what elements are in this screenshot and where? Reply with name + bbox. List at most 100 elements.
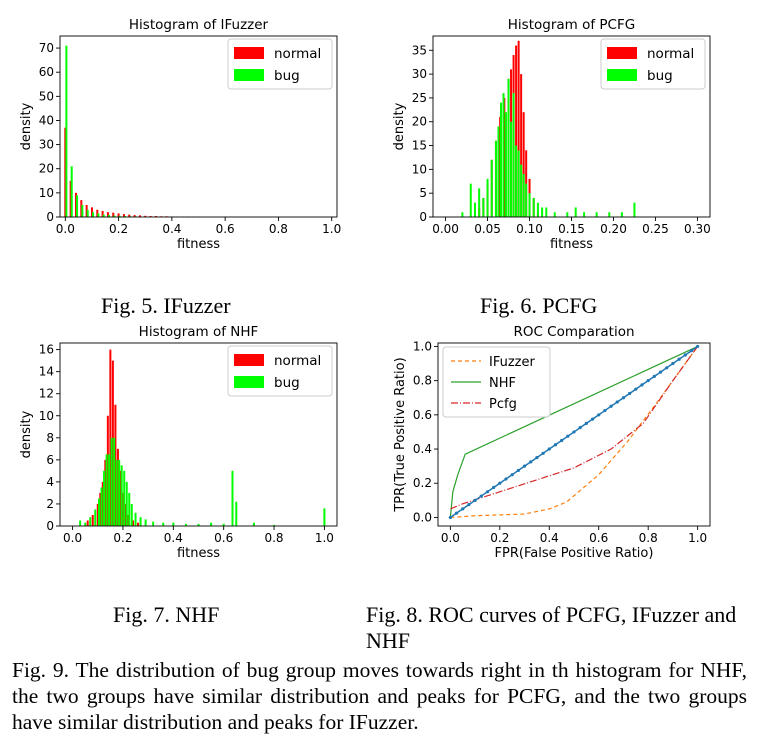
point [566,434,570,438]
point [572,430,576,434]
bar [478,188,481,217]
bar [505,112,508,217]
x-axis-label: fitness [177,237,220,252]
bar [583,212,586,217]
bar [522,112,525,217]
bar [482,197,485,217]
bar [137,522,140,526]
series-bug [461,78,636,217]
bar [118,215,121,217]
bar [120,465,123,526]
y-tick-label: 4 [46,475,54,489]
chart-title: Histogram of PCFG [508,17,635,33]
bar [96,503,99,526]
legend-swatch [234,354,264,366]
bar [469,183,472,217]
bar [512,93,515,217]
y-tick-label: 30 [412,67,427,81]
x-tick-label: 1.0 [688,531,707,545]
bar [110,437,113,526]
bar [113,215,116,217]
bar [101,481,104,526]
bar [532,197,535,217]
point [485,490,490,494]
bar [172,522,175,526]
bar [100,487,103,526]
y-axis-label: density [19,410,34,458]
x-tick-label: 0.15 [558,222,585,236]
bar [89,517,92,526]
bar [502,93,505,217]
bar [520,164,523,217]
bar [235,501,238,526]
bar [517,150,520,217]
x-tick-label: 1.0 [322,222,341,236]
x-tick-label: 0.0 [441,531,460,545]
bar [76,195,79,217]
legend-swatch [234,69,264,81]
bar [184,523,187,526]
bar [144,215,147,217]
bar [111,360,114,526]
bar [104,459,107,526]
legend-swatch [607,47,637,59]
bar [152,521,155,526]
bar [633,202,636,217]
y-tick-label: 5 [419,186,427,200]
x-tick-label: 0.4 [162,222,181,236]
plot-frame [59,342,338,527]
point [683,353,687,357]
legend-box [442,346,551,418]
bar [507,78,510,217]
point [597,413,601,417]
point [535,455,539,460]
bar [231,470,234,526]
bar [515,45,518,217]
point [473,498,477,502]
bar [86,209,89,217]
bar [566,212,569,217]
bar [125,481,128,526]
y-tick-label: 30 [39,138,54,152]
point [615,400,619,404]
bar [210,522,213,526]
bar [80,200,83,217]
x-tick-label: 0.6 [216,222,235,236]
y-tick-label: 35 [412,43,427,57]
chart-nhf: Histogram of NHF 0.0 0.2 0.4 0.6 0.8 1.0 0 2 4 6 8 1… [19,324,338,561]
x-tick-label: 0.25 [642,222,669,236]
legend: IFuzzer NHF Pcfg [442,346,551,418]
y-tick-label: 40 [39,113,54,127]
point [547,447,551,451]
bar [517,40,520,218]
point [621,396,626,400]
point [492,485,496,490]
series-normal [64,127,200,218]
point [522,464,527,468]
legend-label: IFuzzer [489,355,535,370]
point [628,391,632,396]
bar [520,74,523,218]
x-tick-label: 0.4 [164,531,183,545]
legend-label: Pcfg [489,397,517,412]
bar [108,215,111,217]
bar [499,102,502,217]
point [603,408,607,413]
chart-ifuzzer: Histogram of IFuzzer 0.0 0.2 0.4 0.6 0.8 1.0 0 1… [19,17,341,252]
fig8-caption: Fig. 8. ROC curves of PCFG, IFuzzer and … [366,602,737,653]
bar [70,166,73,217]
y-tick-label: 1.0 [413,339,432,353]
bar [116,448,119,526]
x-tick-label: 0.6 [214,531,233,545]
plot-frame [59,35,338,218]
point [448,515,452,520]
point [652,374,656,378]
bar [97,213,100,217]
bar [85,204,88,217]
bar [139,517,142,526]
bar [162,522,165,526]
x-axis-label: fitness [177,546,220,561]
bar [252,522,255,526]
bar [528,193,531,217]
bar [113,437,116,526]
